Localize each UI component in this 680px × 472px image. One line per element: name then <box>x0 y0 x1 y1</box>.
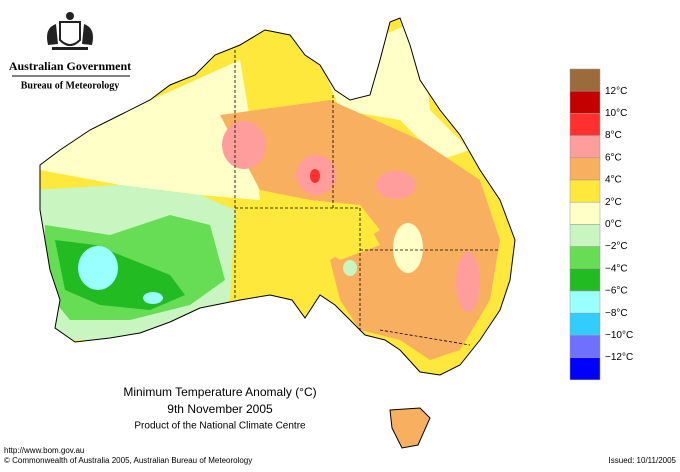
map-date: 9th November 2005 <box>167 402 273 416</box>
map-product: Product of the National Climate Centre <box>134 421 306 432</box>
legend-label: 2°C <box>605 197 622 208</box>
legend-label: 4°C <box>605 175 622 186</box>
legend-swatch <box>569 201 601 225</box>
tasmania <box>389 407 431 449</box>
legend-swatch <box>569 246 601 270</box>
legend-label: −4°C <box>605 263 628 274</box>
legend-swatch <box>569 224 601 247</box>
legend-label: −6°C <box>605 286 628 297</box>
url[interactable]: http://www.bom.gov.au <box>4 446 84 455</box>
legend-label: −8°C <box>605 308 628 319</box>
legend-swatch <box>569 179 601 203</box>
legend-label: −10°C <box>605 330 633 341</box>
legend-label: 8°C <box>605 130 622 141</box>
legend-swatch <box>569 113 601 136</box>
bureau-name: Bureau of Meteorology <box>21 80 120 91</box>
legend-swatch <box>569 290 601 314</box>
copyright: © Commonwealth of Australia 2005, Austra… <box>4 456 252 465</box>
legend-swatch <box>569 357 601 381</box>
legend-swatch <box>569 68 601 92</box>
map-title: Minimum Temperature Anomaly (°C) <box>123 385 316 399</box>
state-borders <box>234 50 500 346</box>
legend-label: 12°C <box>605 86 627 97</box>
legend-label: 0°C <box>605 219 622 230</box>
coat-of-arms <box>47 12 93 50</box>
legend: 12°C 10°C 8°C 6°C 4°C 2°C 0°C −2°C −4°C −6°C −8°C −… <box>569 68 633 381</box>
legend-swatch <box>569 312 601 336</box>
issued-date: Issued: 10/11/2005 <box>609 456 677 465</box>
legend-swatch <box>569 90 601 114</box>
legend-label: 6°C <box>605 152 622 163</box>
legend-swatch <box>569 135 601 159</box>
government-name: Australian Government <box>9 59 131 73</box>
legend-swatch <box>569 268 601 292</box>
legend-label: −12°C <box>605 352 633 363</box>
legend-label: 10°C <box>605 108 627 119</box>
legend-swatch <box>569 157 601 181</box>
legend-label: −2°C <box>605 241 628 252</box>
legend-swatch <box>569 335 601 358</box>
